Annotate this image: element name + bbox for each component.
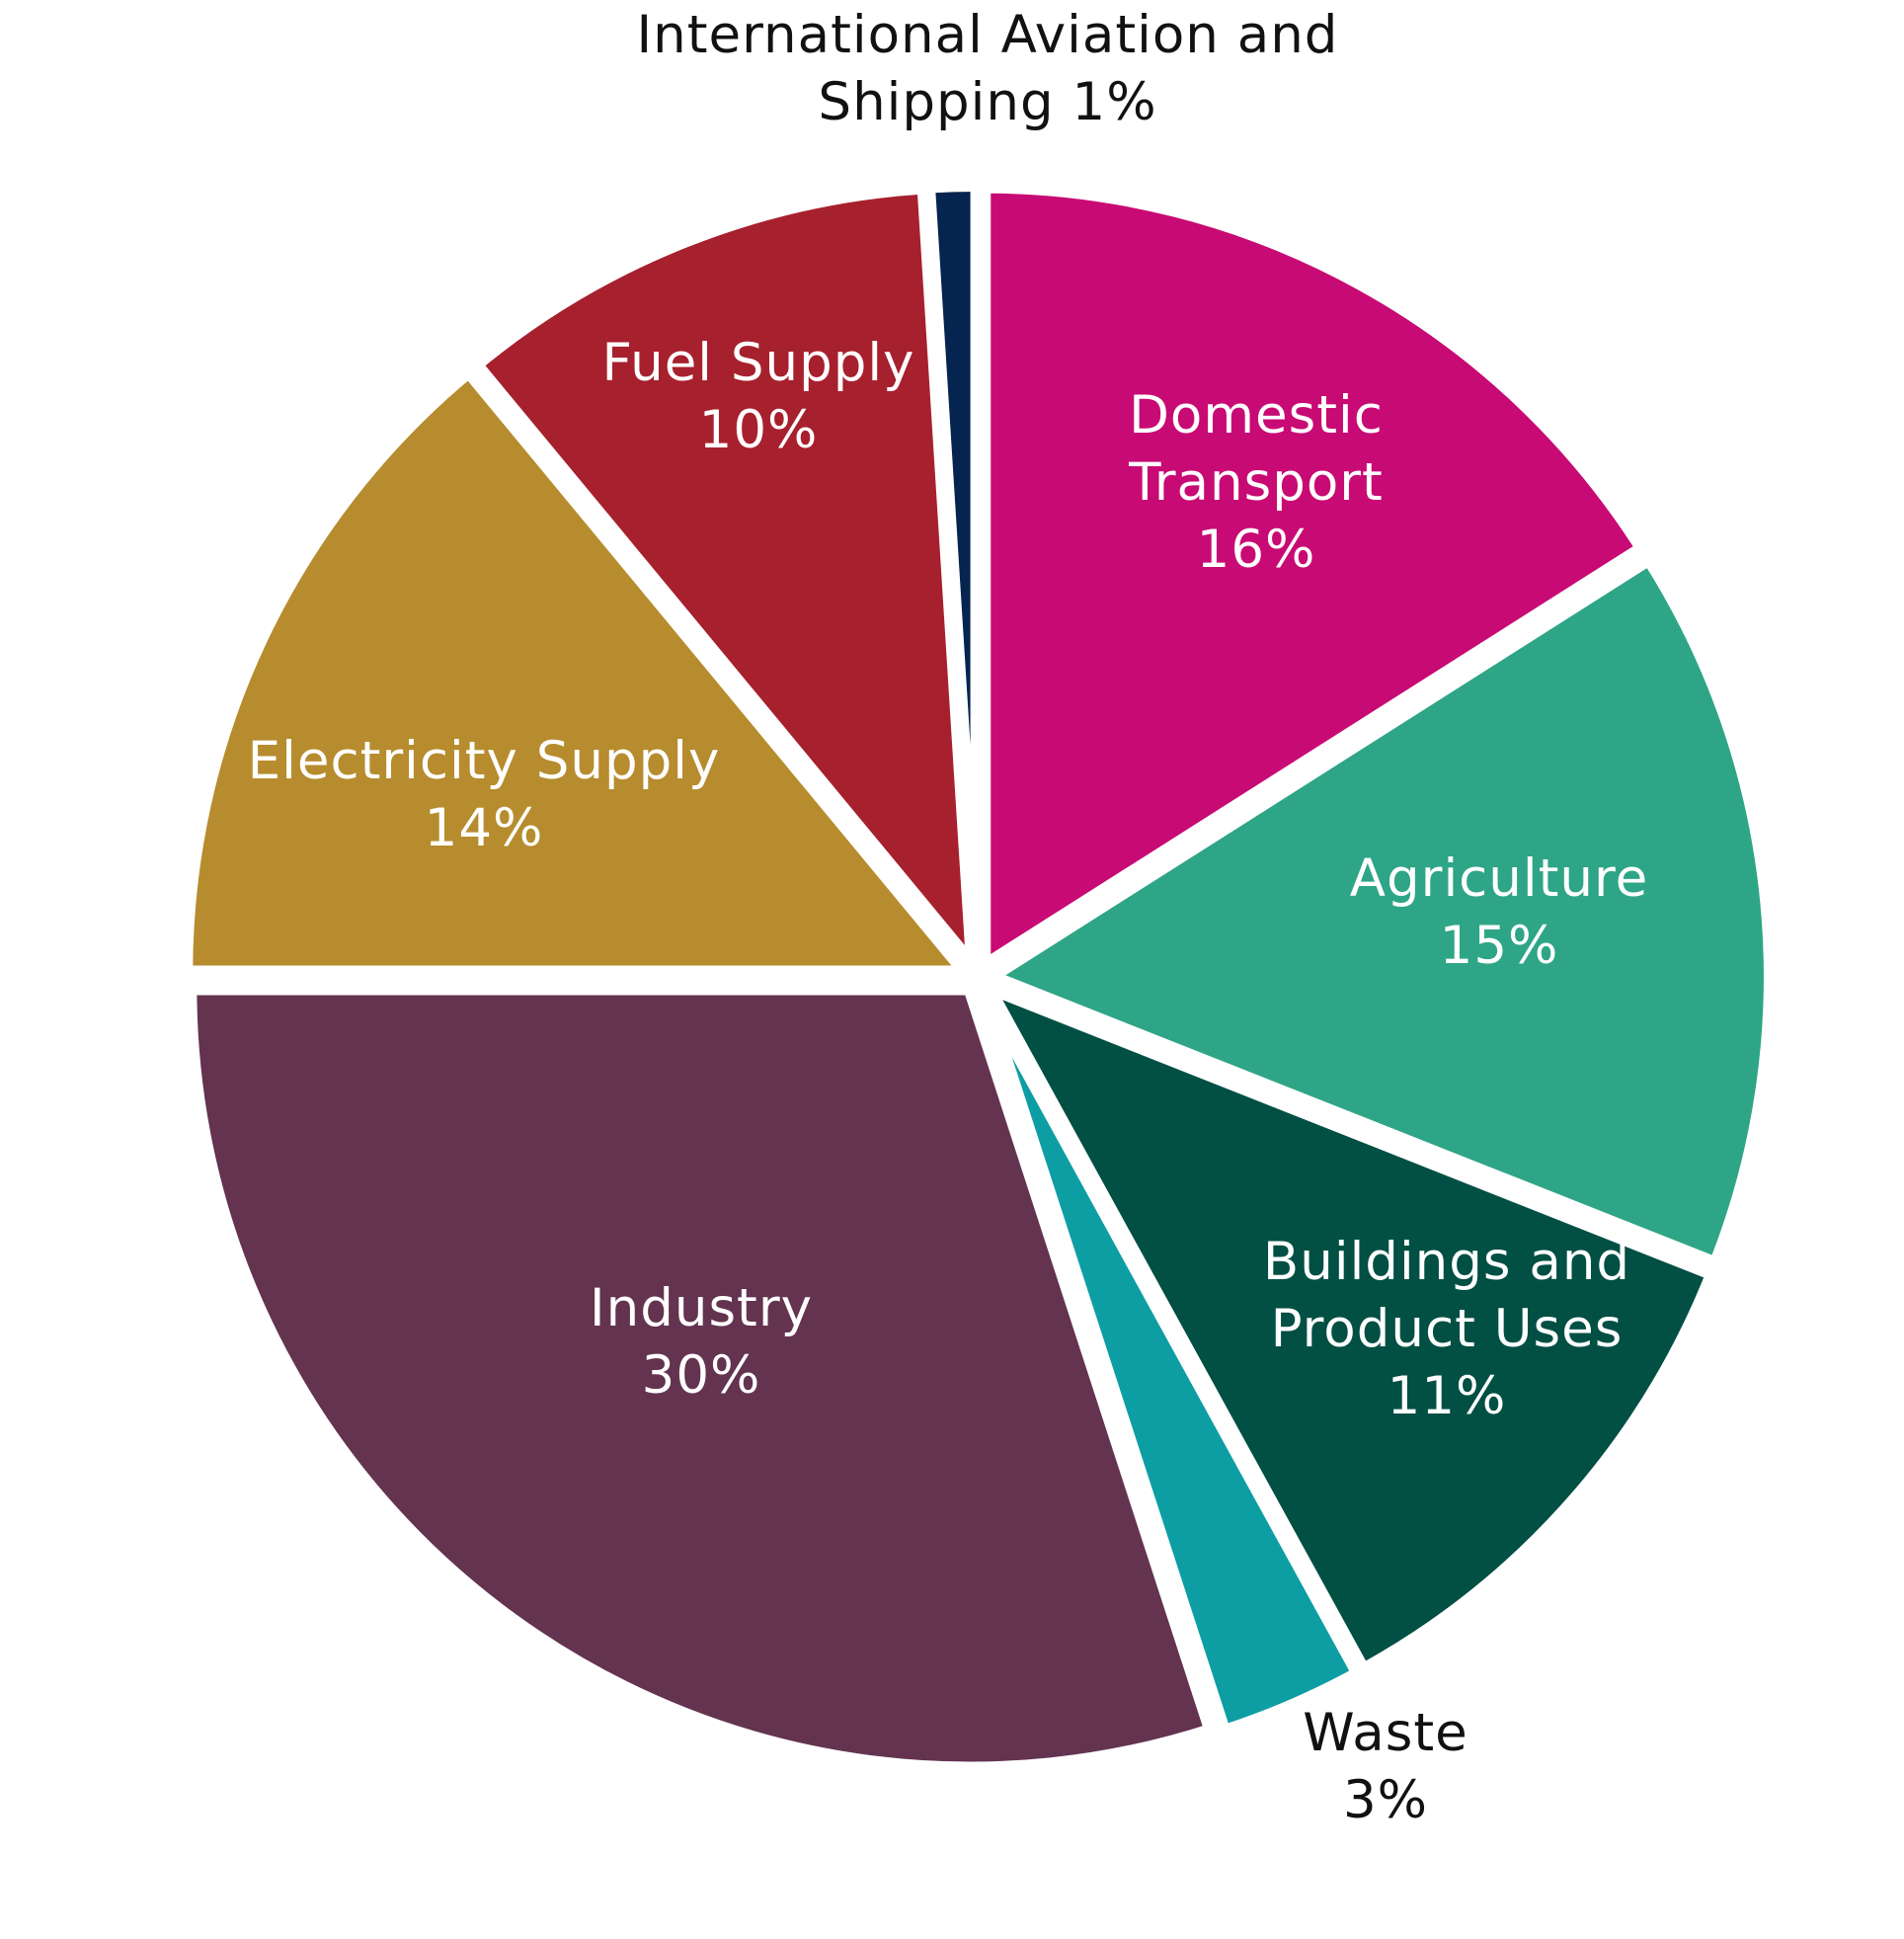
- slice-label-industry: Industry 30%: [590, 1278, 813, 1406]
- slice-label-line: 30%: [642, 1345, 761, 1406]
- pie-slice-waste: [976, 986, 1369, 1741]
- pie-labels: Domestic Transport 16% Agriculture 15% Buildi…: [248, 5, 1648, 1830]
- pie-slice-electricity-supply: [179, 361, 982, 980]
- pie-slice-fuel-supply: [465, 180, 982, 987]
- slice-label-line: Product Uses: [1271, 1299, 1624, 1359]
- slice-label-line: 11%: [1388, 1366, 1507, 1426]
- slice-label-line: Waste: [1303, 1703, 1468, 1763]
- pie-slices: [179, 178, 1778, 1776]
- slice-label-international-aviation-and-shipping: International Aviation and Shipping 1%: [637, 5, 1339, 132]
- slice-label-line: 15%: [1440, 916, 1559, 976]
- pie-slice-international-aviation-and-shipping: [920, 178, 985, 966]
- slice-label-line: International Aviation and: [637, 5, 1339, 65]
- slice-label-line: Buildings and: [1263, 1232, 1630, 1292]
- slice-label-domestic-transport: Domestic Transport 16%: [1128, 385, 1384, 580]
- slice-label-electricity-supply: Electricity Supply 14%: [248, 731, 721, 858]
- slice-label-line: 3%: [1343, 1770, 1428, 1830]
- slice-label-buildings-and-product-uses: Buildings and Product Uses 11%: [1263, 1232, 1630, 1426]
- slice-label-line: Industry: [590, 1278, 813, 1338]
- slice-label-line: 16%: [1197, 520, 1316, 580]
- slice-label-line: Domestic: [1129, 385, 1384, 445]
- pie-slice-agriculture: [975, 548, 1778, 1273]
- slice-label-fuel-supply: Fuel Supply 10%: [602, 333, 915, 460]
- slice-label-line: Fuel Supply: [602, 333, 915, 393]
- slice-label-line: 14%: [425, 798, 544, 858]
- slice-label-line: 10%: [699, 400, 819, 460]
- slice-label-line: Transport: [1128, 452, 1384, 513]
- slice-label-line: Agriculture: [1350, 848, 1648, 909]
- pie-slice-domestic-transport: [977, 179, 1652, 980]
- slice-label-line: Shipping 1%: [818, 72, 1156, 132]
- slice-label-waste: Waste 3%: [1303, 1703, 1468, 1830]
- slice-label-agriculture: Agriculture 15%: [1350, 848, 1648, 976]
- pie-slice-industry: [183, 981, 1221, 1776]
- pie-slice-buildings-and-product-uses: [972, 972, 1722, 1680]
- slice-label-line: Electricity Supply: [248, 731, 721, 791]
